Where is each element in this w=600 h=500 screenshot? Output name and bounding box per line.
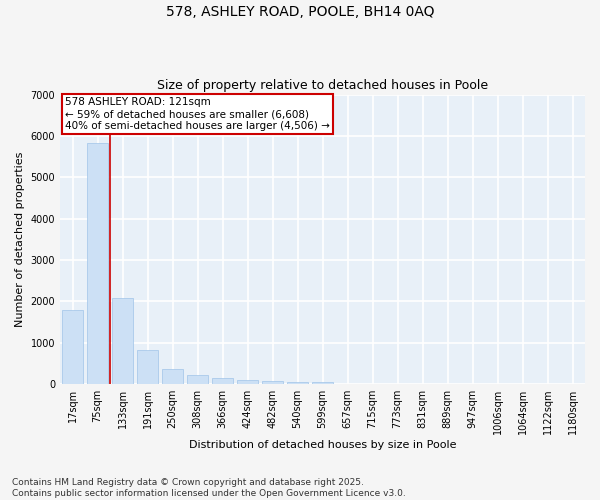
Text: 578, ASHLEY ROAD, POOLE, BH14 0AQ: 578, ASHLEY ROAD, POOLE, BH14 0AQ — [166, 5, 434, 19]
Bar — [62, 310, 83, 384]
Bar — [262, 381, 283, 384]
Text: 578 ASHLEY ROAD: 121sqm
← 59% of detached houses are smaller (6,608)
40% of semi: 578 ASHLEY ROAD: 121sqm ← 59% of detache… — [65, 98, 330, 130]
X-axis label: Distribution of detached houses by size in Poole: Distribution of detached houses by size … — [189, 440, 456, 450]
Bar — [187, 376, 208, 384]
Bar — [112, 298, 133, 384]
Bar — [137, 350, 158, 384]
Bar — [162, 369, 183, 384]
Title: Size of property relative to detached houses in Poole: Size of property relative to detached ho… — [157, 79, 488, 92]
Bar — [212, 378, 233, 384]
Y-axis label: Number of detached properties: Number of detached properties — [15, 152, 25, 327]
Text: Contains HM Land Registry data © Crown copyright and database right 2025.
Contai: Contains HM Land Registry data © Crown c… — [12, 478, 406, 498]
Bar — [87, 143, 108, 384]
Bar — [312, 382, 333, 384]
Bar — [237, 380, 258, 384]
Bar — [287, 382, 308, 384]
